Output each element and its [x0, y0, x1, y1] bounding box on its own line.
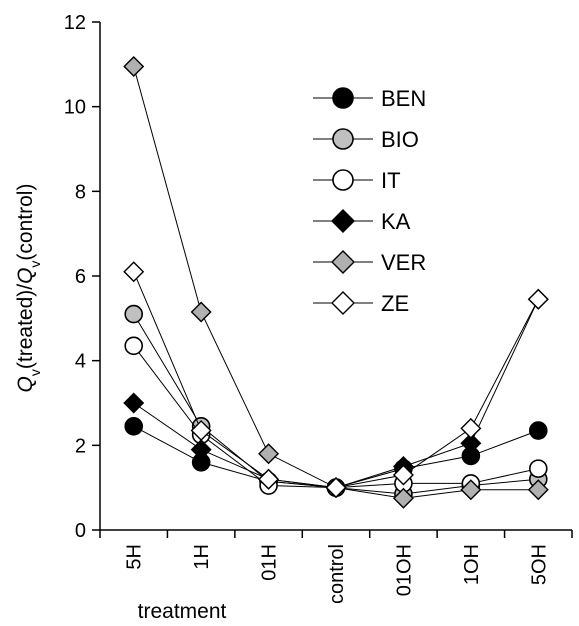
x-tick-label: 01H — [259, 544, 281, 581]
legend-label-bio: BIO — [381, 127, 419, 152]
legend-marker-ka — [331, 209, 355, 233]
legend-item-ver: VER — [313, 250, 426, 275]
legend-item-it: IT — [313, 168, 401, 193]
data-point-ze — [190, 420, 212, 442]
data-point-ben — [124, 416, 144, 436]
data-point-ka — [190, 439, 212, 461]
data-point-ze — [460, 417, 482, 439]
y-title-sub1: v — [27, 369, 43, 376]
legend-label-ze: ZE — [381, 291, 409, 316]
data-point-ver — [527, 479, 549, 501]
data-point-ze — [258, 468, 280, 490]
legend-item-ze: ZE — [313, 291, 409, 316]
y-axis-title: Qv(treated)/Qv(control) — [14, 184, 43, 393]
legend-marker-ze — [331, 291, 355, 315]
data-point-it — [528, 459, 548, 478]
legend-item-bio: BIO — [313, 127, 419, 152]
data-point-ver — [123, 55, 145, 77]
data-point-bio — [124, 304, 144, 324]
data-point-ben — [528, 421, 548, 440]
data-point-it — [124, 336, 144, 356]
x-tick-label: 1H — [191, 544, 213, 570]
x-tick-label: 1OH — [461, 544, 483, 585]
legend-marker-it — [332, 169, 354, 191]
y-tick-label: 6 — [75, 266, 86, 288]
data-point-ver — [392, 487, 414, 509]
legend-item-ben: BEN — [313, 86, 426, 111]
y-ticks: 0 2 4 6 8 10 12 — [64, 12, 100, 542]
data-point-ze — [123, 261, 145, 283]
legend-label-it: IT — [381, 168, 401, 193]
y-title-sub2: v — [27, 261, 43, 268]
data-point-ze — [392, 464, 414, 486]
series-ze — [123, 261, 549, 499]
y-title-end: (control) — [14, 184, 37, 261]
data-point-ze — [527, 288, 549, 310]
x-tick-label: 5H — [124, 544, 146, 570]
y-tick-label: 0 — [75, 520, 86, 542]
legend: BEN BIO IT KA VER ZE — [313, 86, 426, 316]
data-point-ver — [258, 443, 280, 465]
y-title-q2: Q — [14, 268, 37, 284]
series-ka — [123, 288, 549, 499]
legend-marker-ver — [331, 250, 355, 274]
legend-item-ka: KA — [313, 209, 411, 234]
legend-label-ka: KA — [381, 209, 411, 234]
y-title-q1: Q — [14, 376, 37, 392]
x-axis-title: treatment — [138, 600, 227, 623]
x-tick-label: 5OH — [528, 544, 550, 585]
data-point-ver — [190, 301, 212, 323]
y-tick-label: 10 — [64, 97, 86, 119]
x-tick-label: control — [326, 544, 348, 604]
series-layer — [123, 55, 549, 509]
data-point-ka — [460, 432, 482, 454]
legend-label-ben: BEN — [381, 86, 426, 111]
legend-marker-bio — [332, 128, 354, 150]
y-title-mid: (treated)/ — [14, 284, 37, 369]
y-tick-label: 12 — [64, 12, 86, 34]
legend-marker-ben — [332, 87, 354, 109]
y-tick-label: 8 — [75, 181, 86, 203]
y-tick-label: 4 — [75, 351, 86, 373]
data-point-ze — [325, 477, 347, 499]
legend-label-ver: VER — [381, 250, 426, 275]
x-tick-label: 01OH — [393, 544, 415, 596]
data-point-ver — [460, 479, 482, 501]
x-ticks: 5H 1H 01H control 01OH 1OH 5OH — [99, 530, 573, 604]
y-tick-label: 2 — [75, 435, 86, 457]
data-point-ka — [123, 392, 145, 414]
